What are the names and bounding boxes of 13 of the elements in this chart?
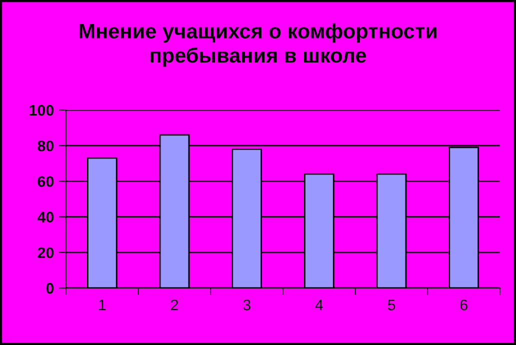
x-tick-label: 6 — [460, 300, 468, 310]
x-tick-label: 5 — [388, 300, 396, 310]
y-tick-label: 60 — [38, 176, 54, 187]
x-tick-label: 3 — [243, 300, 250, 310]
y-tick-label: 0 — [46, 282, 54, 294]
x-tick-label: 2 — [171, 300, 178, 310]
y-tick-label: 80 — [38, 140, 54, 152]
chart-title: Мнение учащихся о комфортности пребывания в школе — [80, 23, 436, 67]
x-tick-label: 4 — [315, 300, 323, 310]
y-tick-label: 100 — [30, 104, 54, 116]
y-tick-label: 40 — [37, 212, 54, 222]
y-tick-label: 20 — [38, 247, 54, 258]
x-tick-label: 1 — [99, 300, 106, 310]
